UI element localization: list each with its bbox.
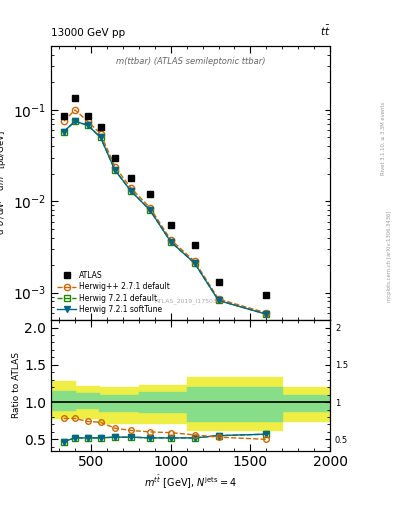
ATLAS <box>168 222 173 228</box>
Herwig++ 2.7.1 default <box>148 205 152 211</box>
Herwig++ 2.7.1 default <box>192 258 197 264</box>
ATLAS <box>73 95 77 101</box>
Herwig++ 2.7.1 default <box>73 107 77 113</box>
Herwig++ 2.7.1 default <box>85 118 90 124</box>
Line: Herwig++ 2.7.1 default: Herwig++ 2.7.1 default <box>61 107 270 316</box>
Y-axis label: $\mathrm{d}^2\sigma\,/\,\mathrm{d}N^\mathrm{jets}\,\mathrm{d}m^{t\bar{t}}$ [pb/G: $\mathrm{d}^2\sigma\,/\,\mathrm{d}N^\mat… <box>0 131 9 236</box>
Herwig 7.2.1 default <box>73 118 77 124</box>
Herwig++ 2.7.1 default <box>98 131 103 137</box>
Herwig++ 2.7.1 default <box>264 310 269 316</box>
Herwig 7.2.1 default <box>112 167 117 173</box>
ATLAS <box>61 113 66 119</box>
Text: 13000 GeV pp: 13000 GeV pp <box>51 28 125 38</box>
ATLAS <box>148 191 152 197</box>
ATLAS <box>129 175 133 181</box>
Text: m(ttbar) (ATLAS semileptonic ttbar): m(ttbar) (ATLAS semileptonic ttbar) <box>116 57 265 66</box>
Line: Herwig 7.2.1 default: Herwig 7.2.1 default <box>61 118 270 317</box>
Herwig 7.2.1 default <box>264 311 269 317</box>
Herwig++ 2.7.1 default <box>168 237 173 243</box>
Herwig 7.2.1 softTune <box>192 260 197 266</box>
Herwig 7.2.1 default <box>98 134 103 140</box>
Text: ATLAS_2019_I1750330: ATLAS_2019_I1750330 <box>155 298 226 304</box>
Herwig++ 2.7.1 default <box>61 118 66 124</box>
Herwig 7.2.1 softTune <box>216 297 221 304</box>
Herwig++ 2.7.1 default <box>112 163 117 169</box>
Herwig++ 2.7.1 default <box>216 296 221 302</box>
Herwig 7.2.1 default <box>148 207 152 213</box>
Herwig 7.2.1 softTune <box>148 207 152 213</box>
ATLAS <box>192 242 197 248</box>
X-axis label: $m^{t\bar{t}}$ [GeV], $N^\mathrm{jets} = 4$: $m^{t\bar{t}}$ [GeV], $N^\mathrm{jets} =… <box>144 474 237 490</box>
Herwig 7.2.1 softTune <box>73 118 77 124</box>
ATLAS <box>85 113 90 119</box>
Herwig 7.2.1 default <box>168 239 173 245</box>
Herwig 7.2.1 default <box>192 260 197 266</box>
Text: mcplots.cern.ch [arXiv:1306.3436]: mcplots.cern.ch [arXiv:1306.3436] <box>387 210 391 302</box>
Line: Herwig 7.2.1 softTune: Herwig 7.2.1 softTune <box>61 118 270 317</box>
Legend: ATLAS, Herwig++ 2.7.1 default, Herwig 7.2.1 default, Herwig 7.2.1 softTune: ATLAS, Herwig++ 2.7.1 default, Herwig 7.… <box>55 269 173 316</box>
Herwig 7.2.1 softTune <box>168 239 173 245</box>
Herwig 7.2.1 default <box>129 188 133 194</box>
Herwig 7.2.1 default <box>61 129 66 135</box>
Line: ATLAS: ATLAS <box>61 95 270 298</box>
Herwig 7.2.1 default <box>216 297 221 304</box>
ATLAS <box>98 124 103 130</box>
ATLAS <box>216 279 221 285</box>
Y-axis label: Ratio to ATLAS: Ratio to ATLAS <box>13 352 22 418</box>
Herwig 7.2.1 softTune <box>98 134 103 140</box>
Herwig 7.2.1 softTune <box>264 311 269 317</box>
Herwig 7.2.1 softTune <box>129 188 133 194</box>
Herwig 7.2.1 softTune <box>85 122 90 129</box>
Herwig 7.2.1 softTune <box>112 167 117 173</box>
Herwig++ 2.7.1 default <box>129 185 133 191</box>
ATLAS <box>112 155 117 161</box>
Herwig 7.2.1 softTune <box>61 129 66 135</box>
Herwig 7.2.1 default <box>85 122 90 129</box>
Text: $t\bar{t}$: $t\bar{t}$ <box>320 24 330 38</box>
ATLAS <box>264 291 269 297</box>
Text: Rivet 3.1.10, ≥ 3.3M events: Rivet 3.1.10, ≥ 3.3M events <box>381 101 386 175</box>
